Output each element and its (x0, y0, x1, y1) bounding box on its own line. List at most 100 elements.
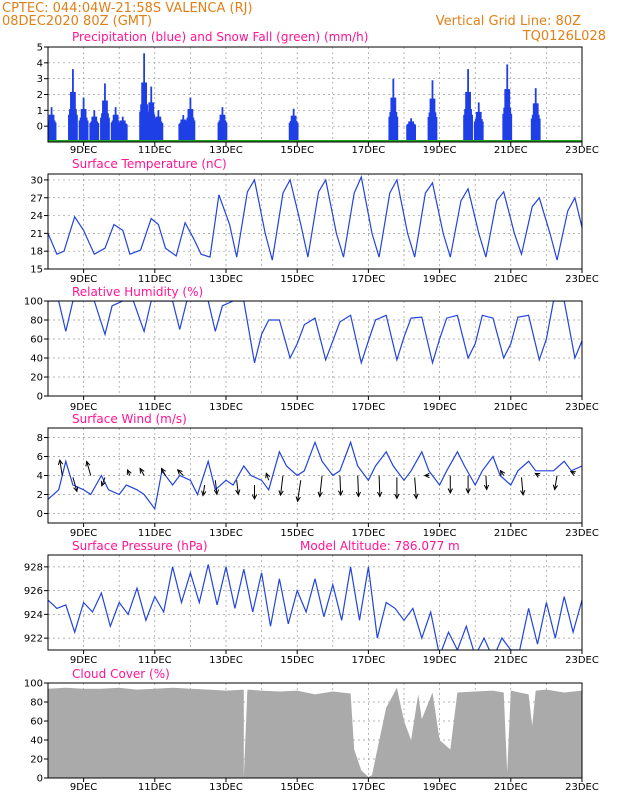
precip-bar (430, 98, 433, 142)
header-station: CPTEC: 044:04W-21:58S VALENCA (RJ) (2, 1, 253, 16)
precip-bar (288, 122, 291, 142)
precip-bar (143, 53, 146, 142)
precip-bar (155, 116, 158, 142)
y-tick-label: 60 (30, 717, 43, 728)
wind-arrow-head (423, 472, 430, 479)
y-tick-label: 21 (30, 229, 43, 240)
y-tick-label: 18 (30, 247, 43, 258)
precip-bar (74, 91, 76, 142)
x-tick-label: 15DEC (280, 402, 314, 413)
y-tick-label: 4 (37, 58, 43, 69)
humidity-line (48, 301, 582, 366)
wind-panel: 0 2 4 6 8 9DEC 11DEC 13DEC 15DEC 17DEC 19DEC 21DEC 2… (37, 412, 599, 539)
precip-bar (396, 116, 399, 142)
wind-line (48, 440, 582, 511)
precip-bar (185, 120, 188, 142)
x-tick-label: 23DEC (565, 782, 599, 793)
x-tick-label: 21DEC (494, 274, 528, 285)
wind-arrow-head (499, 469, 506, 476)
precip-bar (508, 89, 511, 142)
precip-bar (221, 107, 224, 142)
precip-bar (157, 110, 160, 142)
precip-bar (219, 114, 222, 142)
precip-bar (538, 118, 541, 142)
wind-arrow-head (534, 472, 541, 478)
precip-bar (291, 115, 294, 142)
precip-bar (220, 114, 223, 142)
precip-bar (120, 120, 123, 142)
pressure-title: Surface Pressure (hPa) (72, 539, 208, 553)
precip-bar (52, 114, 55, 142)
x-tick-label: 11DEC (138, 655, 172, 666)
precip-bar (427, 116, 430, 142)
header-grid-note: Vertical Grid Line: 80Z (436, 14, 581, 29)
precip-bar (217, 122, 220, 142)
wind-arrow-head (317, 491, 323, 498)
wind-arrow-head (251, 494, 258, 501)
wind-arrow (202, 484, 206, 496)
x-tick-label: 19DEC (423, 402, 457, 413)
wind-arrow (161, 468, 166, 476)
precip-bar (181, 119, 184, 142)
precip-bar (148, 102, 151, 142)
precip-bar (80, 109, 83, 142)
x-tick-label: 11DEC (138, 782, 172, 793)
precip-bar (104, 83, 106, 142)
precip-bar (118, 123, 121, 142)
precip-bar (218, 120, 221, 142)
x-tick-label: 19DEC (423, 274, 457, 285)
wind-arrow (280, 475, 284, 496)
y-tick-label: 27 (30, 193, 43, 204)
y-tick-label: 928 (24, 562, 43, 573)
precip-bar (147, 114, 150, 142)
precip-bar (533, 103, 536, 142)
precip-bar (151, 102, 154, 142)
precip-bar (222, 114, 225, 142)
x-tick-label: 13DEC (209, 274, 243, 285)
wind-arrow-head (100, 480, 106, 487)
y-tick-label: 3 (37, 74, 43, 85)
precip-bar (70, 91, 72, 142)
pressure-line (48, 564, 582, 650)
x-tick-label: 23DEC (565, 402, 599, 413)
wind-arrow (59, 460, 63, 476)
wind-arrow (214, 480, 218, 495)
precip-bar (395, 111, 398, 142)
precip-bar (470, 109, 472, 142)
precip-bar (409, 121, 412, 142)
x-tick-label: 9DEC (70, 274, 97, 285)
y-tick-label: 15 (30, 265, 43, 276)
precip-bar (50, 107, 53, 142)
wind-frame (47, 427, 583, 524)
y-tick-label: 926 (24, 586, 43, 597)
y-tick-label: 2 (37, 90, 43, 101)
wind-arrow (86, 461, 92, 476)
precip-bar (110, 122, 113, 142)
precip-bar (92, 116, 95, 142)
wind-arrow-head (377, 491, 383, 498)
wind-arrow (319, 475, 323, 497)
precip-bar (125, 124, 128, 142)
precip-bar (184, 119, 187, 142)
y-tick-label: 6 (37, 452, 43, 463)
wind-arrow-head (265, 472, 271, 479)
y-tick-label: 20 (30, 373, 43, 384)
precip-bar (76, 114, 78, 142)
temperature-title: Surface Temperature (nC) (72, 157, 227, 171)
precip-bar (192, 117, 195, 142)
precip-bar (536, 103, 539, 142)
y-tick-label: 1 (37, 106, 43, 117)
x-tick-label: 19DEC (423, 145, 457, 156)
precip-bar (190, 109, 193, 142)
precip-bar (413, 123, 416, 142)
precip-bar (388, 116, 391, 142)
x-tick-label: 11DEC (138, 402, 172, 413)
precip-bar (535, 103, 538, 142)
precip-bar (473, 121, 476, 142)
x-tick-label: 9DEC (70, 402, 97, 413)
cloud-title: Cloud Cover (%) (72, 667, 170, 681)
precip-bar (289, 120, 292, 142)
precip-bar (84, 109, 87, 142)
precipitation-frame (47, 46, 583, 143)
precip-bar (149, 102, 152, 142)
